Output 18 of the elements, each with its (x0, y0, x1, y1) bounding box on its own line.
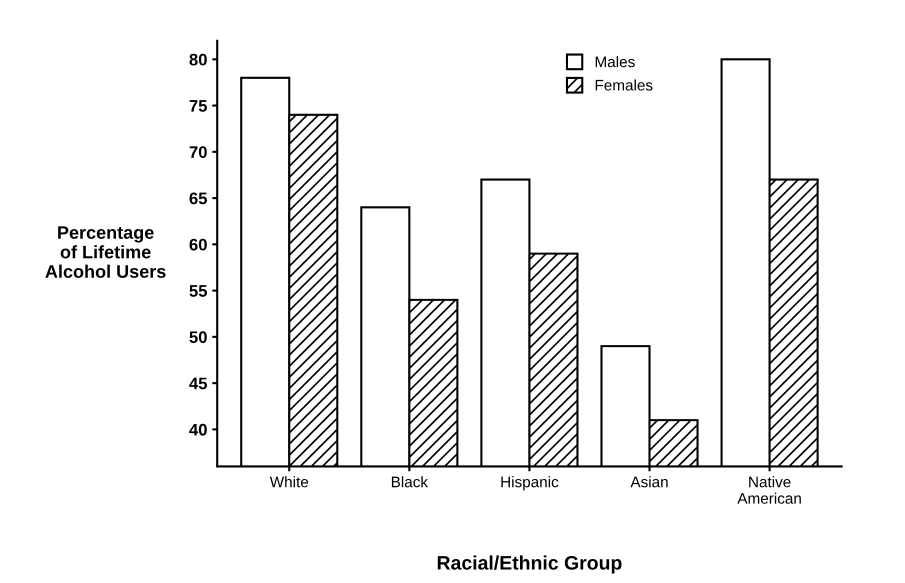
x-axis-title: Racial/Ethnic Group (438, 555, 622, 574)
y-tick-label: 60 (190, 238, 207, 251)
y-tick-label: 50 (189, 331, 207, 344)
x-tick-label: Hispanic (501, 476, 558, 490)
y-tick-label: 55 (189, 285, 208, 297)
y-tick-label: 65 (190, 192, 208, 204)
y-tick-label: 70 (190, 146, 207, 158)
legend-label: Males (596, 56, 635, 68)
y-tick-label: 45 (189, 378, 208, 390)
x-tick-label: Black (392, 476, 428, 488)
y-tick-label: 75 (190, 100, 208, 112)
legend-label: Females (596, 79, 653, 91)
x-tick-label: Native American (737, 476, 801, 504)
x-tick-label: Asian (630, 476, 668, 488)
x-tick-label: White (270, 476, 308, 488)
y-tick-label: 40 (189, 424, 207, 436)
y-axis-title: Percentage of Lifetime Alcohol Users (45, 226, 166, 278)
y-tick-label: 80 (189, 54, 207, 66)
